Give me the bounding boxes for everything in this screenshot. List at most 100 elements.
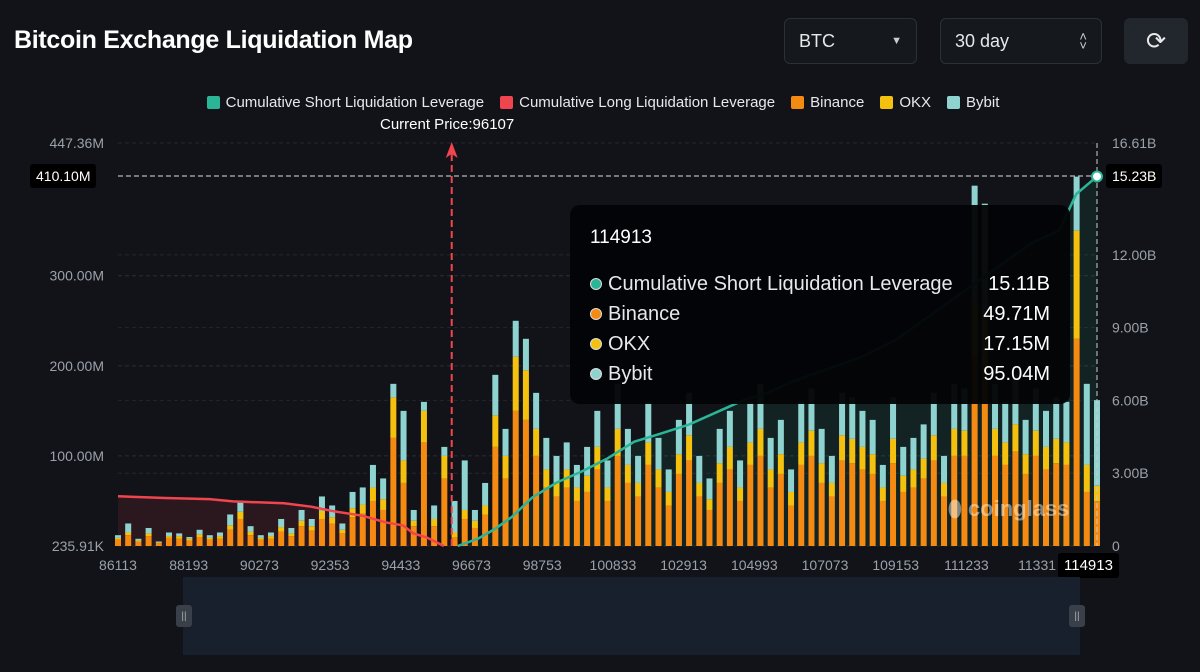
bar-okx <box>992 428 999 456</box>
bar-binance <box>696 496 703 546</box>
bar-binance <box>553 496 560 546</box>
bar-binance <box>818 482 825 546</box>
bar-bybit <box>176 533 183 537</box>
bar-okx <box>900 475 907 492</box>
bar-group <box>247 526 254 546</box>
bar-okx <box>604 487 611 501</box>
bar-binance <box>512 410 519 546</box>
bar-group <box>1032 388 1039 546</box>
bar-group <box>308 518 315 546</box>
bar-group <box>716 428 723 546</box>
bar-binance <box>604 500 611 546</box>
legend-swatch <box>947 96 961 109</box>
legend-swatch <box>500 96 514 109</box>
zoom-slider-left-handle[interactable]: || <box>176 605 192 627</box>
bar-binance <box>1053 463 1060 546</box>
bar-bybit <box>502 428 509 456</box>
x-tick-label: 104993 <box>731 557 778 573</box>
y-right-tick-label: 3.00B <box>1112 465 1149 481</box>
bar-binance <box>624 482 631 546</box>
bar-binance <box>216 538 223 546</box>
bar-okx <box>655 469 662 488</box>
bar-bybit <box>543 437 550 470</box>
tooltip-value: 17.15M <box>983 332 1050 355</box>
crosshair-left-label: 410.10M <box>30 164 97 188</box>
arrow-up-icon <box>445 142 458 158</box>
refresh-button[interactable]: ⟳ <box>1124 18 1188 64</box>
bar-okx <box>767 469 774 488</box>
legend-item-short[interactable]: Cumulative Short Liquidation Leverage <box>206 94 484 111</box>
bar-group <box>1063 401 1070 546</box>
bar-group <box>165 532 172 546</box>
bar-bybit <box>584 446 591 476</box>
bar-bybit <box>410 509 417 521</box>
bar-okx <box>165 536 172 538</box>
up-down-icon: ˄ ˅ <box>1079 29 1087 53</box>
bar-bybit <box>308 518 315 527</box>
zoom-slider-range[interactable] <box>183 577 1080 655</box>
bar-bybit <box>431 505 438 519</box>
bar-group <box>869 419 876 546</box>
bar-bybit <box>1053 397 1060 439</box>
bar-okx <box>879 487 886 501</box>
legend-item-okx[interactable]: OKX <box>880 94 931 111</box>
bar-okx <box>737 487 744 501</box>
x-tick-label: 88193 <box>169 557 208 573</box>
bar-bybit <box>216 532 223 537</box>
bar-group <box>533 392 540 546</box>
legend-item-binance[interactable]: Binance <box>791 94 864 111</box>
bar-okx <box>961 430 968 456</box>
bar-okx <box>492 415 499 447</box>
bar-binance <box>635 496 642 546</box>
bar-group <box>380 478 387 546</box>
bar-bybit <box>1083 383 1090 465</box>
range-select[interactable]: 30 day ˄ ˅ <box>940 18 1102 64</box>
bar-okx <box>206 537 213 540</box>
bar-group <box>951 383 958 546</box>
coin-select[interactable]: BTC ▼ <box>784 18 917 64</box>
legend-item-long[interactable]: Cumulative Long Liquidation Leverage <box>500 94 775 111</box>
bar-bybit <box>1022 419 1029 455</box>
bar-binance <box>492 446 499 546</box>
y-left-tick-label: 200.00M <box>50 358 104 374</box>
bar-okx <box>818 463 825 483</box>
tooltip-label: Cumulative Short Liquidation Leverage <box>608 272 953 295</box>
bar-bybit <box>614 383 621 429</box>
bar-bybit <box>818 428 825 464</box>
bar-group <box>563 442 570 546</box>
bar-bybit <box>471 509 478 521</box>
bar-okx <box>553 482 560 497</box>
bar-binance <box>176 538 183 546</box>
bar-group <box>614 383 621 546</box>
bar-group <box>594 410 601 546</box>
bar-bybit <box>737 460 744 488</box>
bar-binance <box>278 531 285 546</box>
bar-group <box>482 482 489 546</box>
legend-item-bybit[interactable]: Bybit <box>947 94 999 111</box>
bar-binance <box>757 455 764 546</box>
bar-binance <box>359 513 366 546</box>
x-tick-label: 107073 <box>802 557 849 573</box>
bar-okx <box>828 482 835 497</box>
bar-binance <box>543 487 550 546</box>
bar-okx <box>512 356 519 411</box>
bar-okx <box>257 537 264 540</box>
dot-icon <box>590 308 602 320</box>
bar-bybit <box>553 455 560 483</box>
bar-group <box>369 464 376 546</box>
zoom-slider-right-handle[interactable]: || <box>1069 605 1085 627</box>
bar-okx <box>543 469 550 488</box>
bar-bybit <box>125 523 132 533</box>
bar-okx <box>1063 442 1070 465</box>
bar-binance <box>563 487 570 546</box>
chart-legend: Cumulative Short Liquidation Leverage Cu… <box>0 94 1200 111</box>
bar-okx <box>420 410 427 443</box>
bar-okx <box>808 430 815 456</box>
bar-okx <box>288 533 295 537</box>
bar-binance <box>135 541 142 546</box>
bar-bybit <box>533 392 540 429</box>
chart-tooltip: 114913 Cumulative Short Liquidation Leve… <box>570 205 1070 404</box>
bar-binance <box>390 437 397 546</box>
bar-group <box>635 455 642 546</box>
